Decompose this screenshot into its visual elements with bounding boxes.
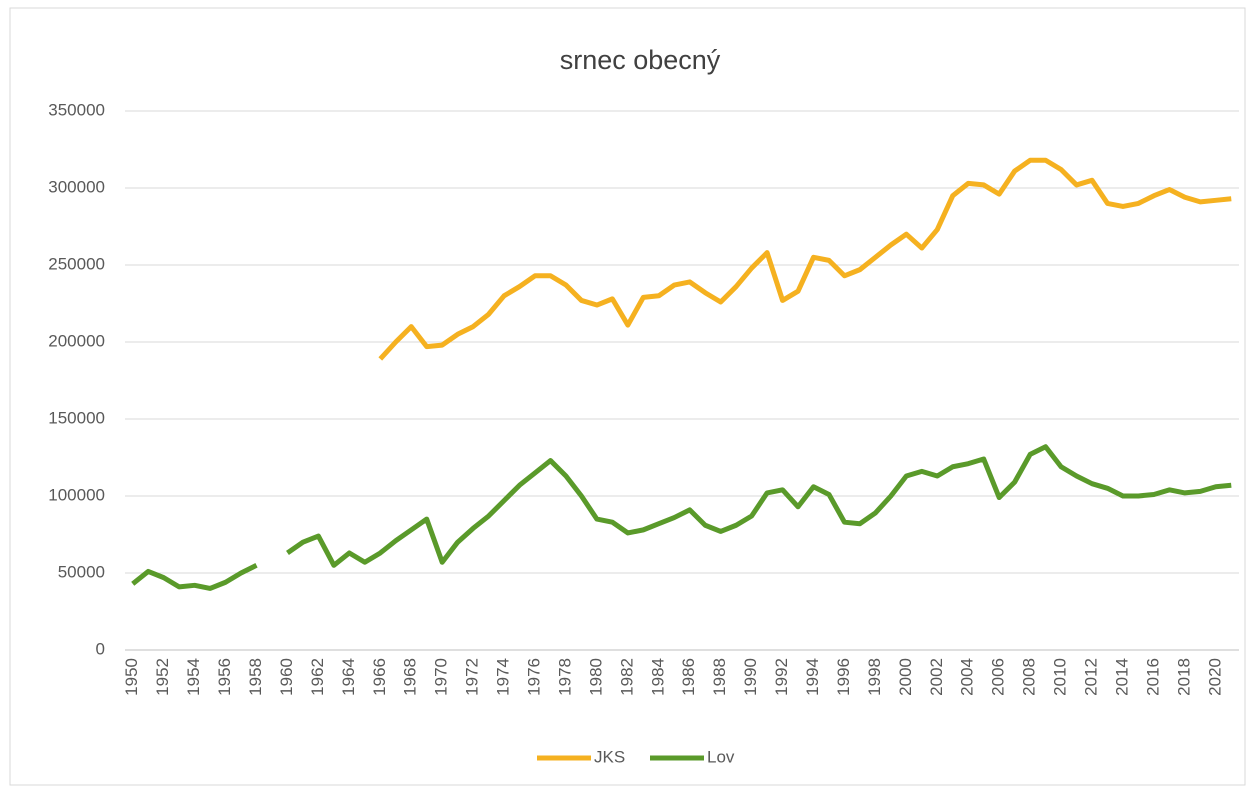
x-tick-label: 1988	[710, 658, 729, 696]
y-tick-label: 150000	[48, 408, 105, 427]
x-tick-label: 1956	[215, 658, 234, 696]
x-tick-label: 1972	[463, 658, 482, 696]
x-tick-label: 1966	[370, 658, 389, 696]
x-tick-label: 2014	[1112, 658, 1131, 696]
y-tick-label: 250000	[48, 254, 105, 273]
chart-title: srnec obecný	[560, 45, 721, 75]
y-tick-label: 0	[96, 639, 105, 658]
x-tick-label: 1984	[648, 658, 667, 696]
x-tick-label: 1994	[803, 658, 822, 696]
x-tick-label: 2010	[1051, 658, 1070, 696]
x-tick-label: 1996	[834, 658, 853, 696]
x-tick-label: 2000	[896, 658, 915, 696]
x-tick-label: 1992	[772, 658, 791, 696]
x-tick-label: 1980	[586, 658, 605, 696]
x-tick-label: 2006	[989, 658, 1008, 696]
y-tick-label: 350000	[48, 100, 105, 119]
y-tick-label: 50000	[58, 562, 105, 581]
x-tick-label: 1960	[277, 658, 296, 696]
x-tick-label: 2016	[1143, 658, 1162, 696]
x-tick-label: 1964	[339, 658, 358, 696]
x-tick-label: 1986	[679, 658, 698, 696]
y-tick-label: 200000	[48, 331, 105, 350]
legend-label: Lov	[707, 747, 735, 766]
x-tick-label: 1968	[401, 658, 420, 696]
x-tick-label: 1978	[555, 658, 574, 696]
series-line	[378, 157, 1232, 361]
x-tick-label: 2018	[1174, 658, 1193, 696]
x-tick-label: 2012	[1081, 658, 1100, 696]
x-tick-label: 2020	[1205, 658, 1224, 696]
x-tick-label: 2002	[927, 658, 946, 696]
x-tick-label: 1952	[153, 658, 172, 696]
x-tick-label: 1954	[184, 658, 203, 696]
x-tick-label: 1990	[741, 658, 760, 696]
x-tick-label: 1982	[617, 658, 636, 696]
x-tick-label: 1962	[308, 658, 327, 696]
x-tick-label: 1976	[524, 658, 543, 696]
x-tick-label: 2008	[1020, 658, 1039, 696]
chart-border	[9, 7, 1246, 786]
y-tick-label: 300000	[48, 177, 105, 196]
x-tick-label: 2004	[958, 658, 977, 696]
x-tick-label: 1974	[494, 658, 513, 696]
x-tick-label: 1998	[865, 658, 884, 696]
series-line	[131, 444, 1232, 591]
x-tick-label: 1958	[246, 658, 265, 696]
legend-label: JKS	[594, 747, 625, 766]
y-tick-label: 100000	[48, 485, 105, 504]
x-tick-label: 1950	[122, 658, 141, 696]
x-tick-label: 1970	[432, 658, 451, 696]
